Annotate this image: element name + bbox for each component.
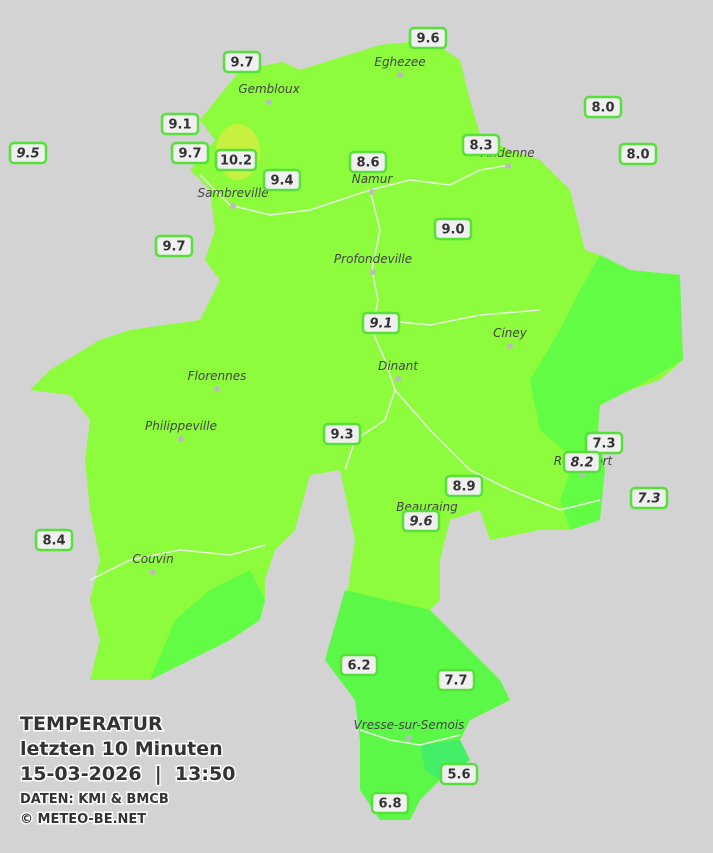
station-value: 7.7 [444, 674, 467, 689]
station-box [436, 668, 476, 692]
town-label: Sambreville [197, 186, 268, 200]
station-value: 9.5 [16, 147, 39, 162]
river [344, 189, 396, 471]
station-value: 9.3 [330, 428, 353, 443]
stations: 9.6 9.7 8.0 9.1 8.3 9.5 9.7 10.2 8.6 8.0 9.4 9.0 9.7… [8, 26, 669, 815]
station-box [339, 653, 379, 677]
town-label: Couvin [132, 552, 173, 566]
station-value: 5.6 [447, 768, 470, 783]
station-value: 6.8 [378, 797, 401, 812]
station-box [562, 450, 602, 474]
river [89, 544, 266, 581]
town-dot [178, 436, 184, 442]
station-box [348, 150, 388, 174]
town-dot [370, 269, 376, 275]
cold-zone [420, 740, 470, 780]
town-label: Profondeville [334, 252, 412, 266]
station-value: 8.4 [42, 534, 65, 549]
river [199, 164, 511, 216]
town-dot [397, 72, 403, 78]
town-dot [214, 386, 220, 392]
town-label: Gembloux [238, 82, 300, 96]
legend-text: TEMPERATUR letzten 10 Minuten 15-03-2026… [19, 712, 237, 829]
station-box [222, 50, 262, 74]
station-box [170, 141, 210, 165]
station-box [214, 148, 258, 172]
station-value: 10.2 [220, 154, 252, 169]
station-box [618, 142, 658, 166]
station-box [370, 791, 410, 815]
station-box [584, 431, 624, 455]
station-value: 9.0 [441, 223, 464, 238]
title: TEMPERATUR [20, 713, 163, 735]
station-box [160, 112, 200, 136]
rivers [89, 164, 601, 746]
station-value: 9.1 [369, 317, 392, 332]
town-dot [406, 735, 412, 741]
town-label: Dinant [378, 359, 419, 373]
station-box [433, 217, 473, 241]
town-label: Philippeville [145, 419, 217, 433]
town-dot [230, 203, 236, 209]
town-dot [266, 99, 272, 105]
station-value: 8.3 [469, 139, 492, 154]
station-value: 8.6 [356, 156, 379, 171]
town-dot [395, 376, 401, 382]
station-value: 7.3 [592, 437, 615, 452]
station-value: 9.6 [409, 515, 432, 530]
station-box [154, 234, 194, 258]
station-value: 9.7 [162, 240, 185, 255]
station-value: 9.7 [178, 147, 201, 162]
station-box [8, 141, 48, 165]
station-box [361, 311, 401, 335]
station-value: 9.4 [270, 174, 293, 189]
cool-zone [530, 255, 683, 530]
station-box [461, 133, 501, 157]
town-label: Eghezee [374, 55, 425, 69]
town-label: Vresse-sur-Semois [354, 718, 465, 732]
copyright: © METEO-BE.NET [20, 812, 146, 827]
station-box [34, 528, 74, 552]
town-dot [369, 189, 375, 195]
town-label: Florennes [188, 369, 247, 383]
station-value: 8.9 [452, 480, 475, 495]
town-dot [150, 569, 156, 575]
station-value: 7.3 [637, 492, 660, 507]
town-label: Namur [352, 172, 394, 186]
period: letzten 10 Minuten [20, 738, 223, 760]
source: DATEN: KMI & BMCB [20, 792, 169, 807]
station-box [439, 762, 479, 786]
station-value: 9.7 [230, 56, 253, 71]
town-dot [505, 163, 511, 169]
station-box [629, 486, 669, 510]
river [379, 309, 541, 326]
station-value: 9.1 [168, 118, 191, 133]
station-box [401, 509, 441, 533]
station-value: 9.6 [416, 32, 439, 47]
town-dot [507, 343, 513, 349]
station-box [444, 474, 484, 498]
station-value: 8.0 [591, 101, 614, 116]
station-box [262, 168, 302, 192]
river [394, 389, 601, 511]
station-value: 6.2 [347, 659, 370, 674]
station-box [408, 26, 448, 50]
station-value: 8.2 [570, 456, 593, 471]
station-box [583, 95, 623, 119]
cool-zone [150, 570, 265, 680]
river [359, 729, 461, 746]
station-box [322, 422, 362, 446]
datetime: 15-03-2026 | 13:50 [20, 763, 235, 785]
town-label: Ciney [493, 326, 528, 340]
station-value: 8.0 [626, 148, 649, 163]
